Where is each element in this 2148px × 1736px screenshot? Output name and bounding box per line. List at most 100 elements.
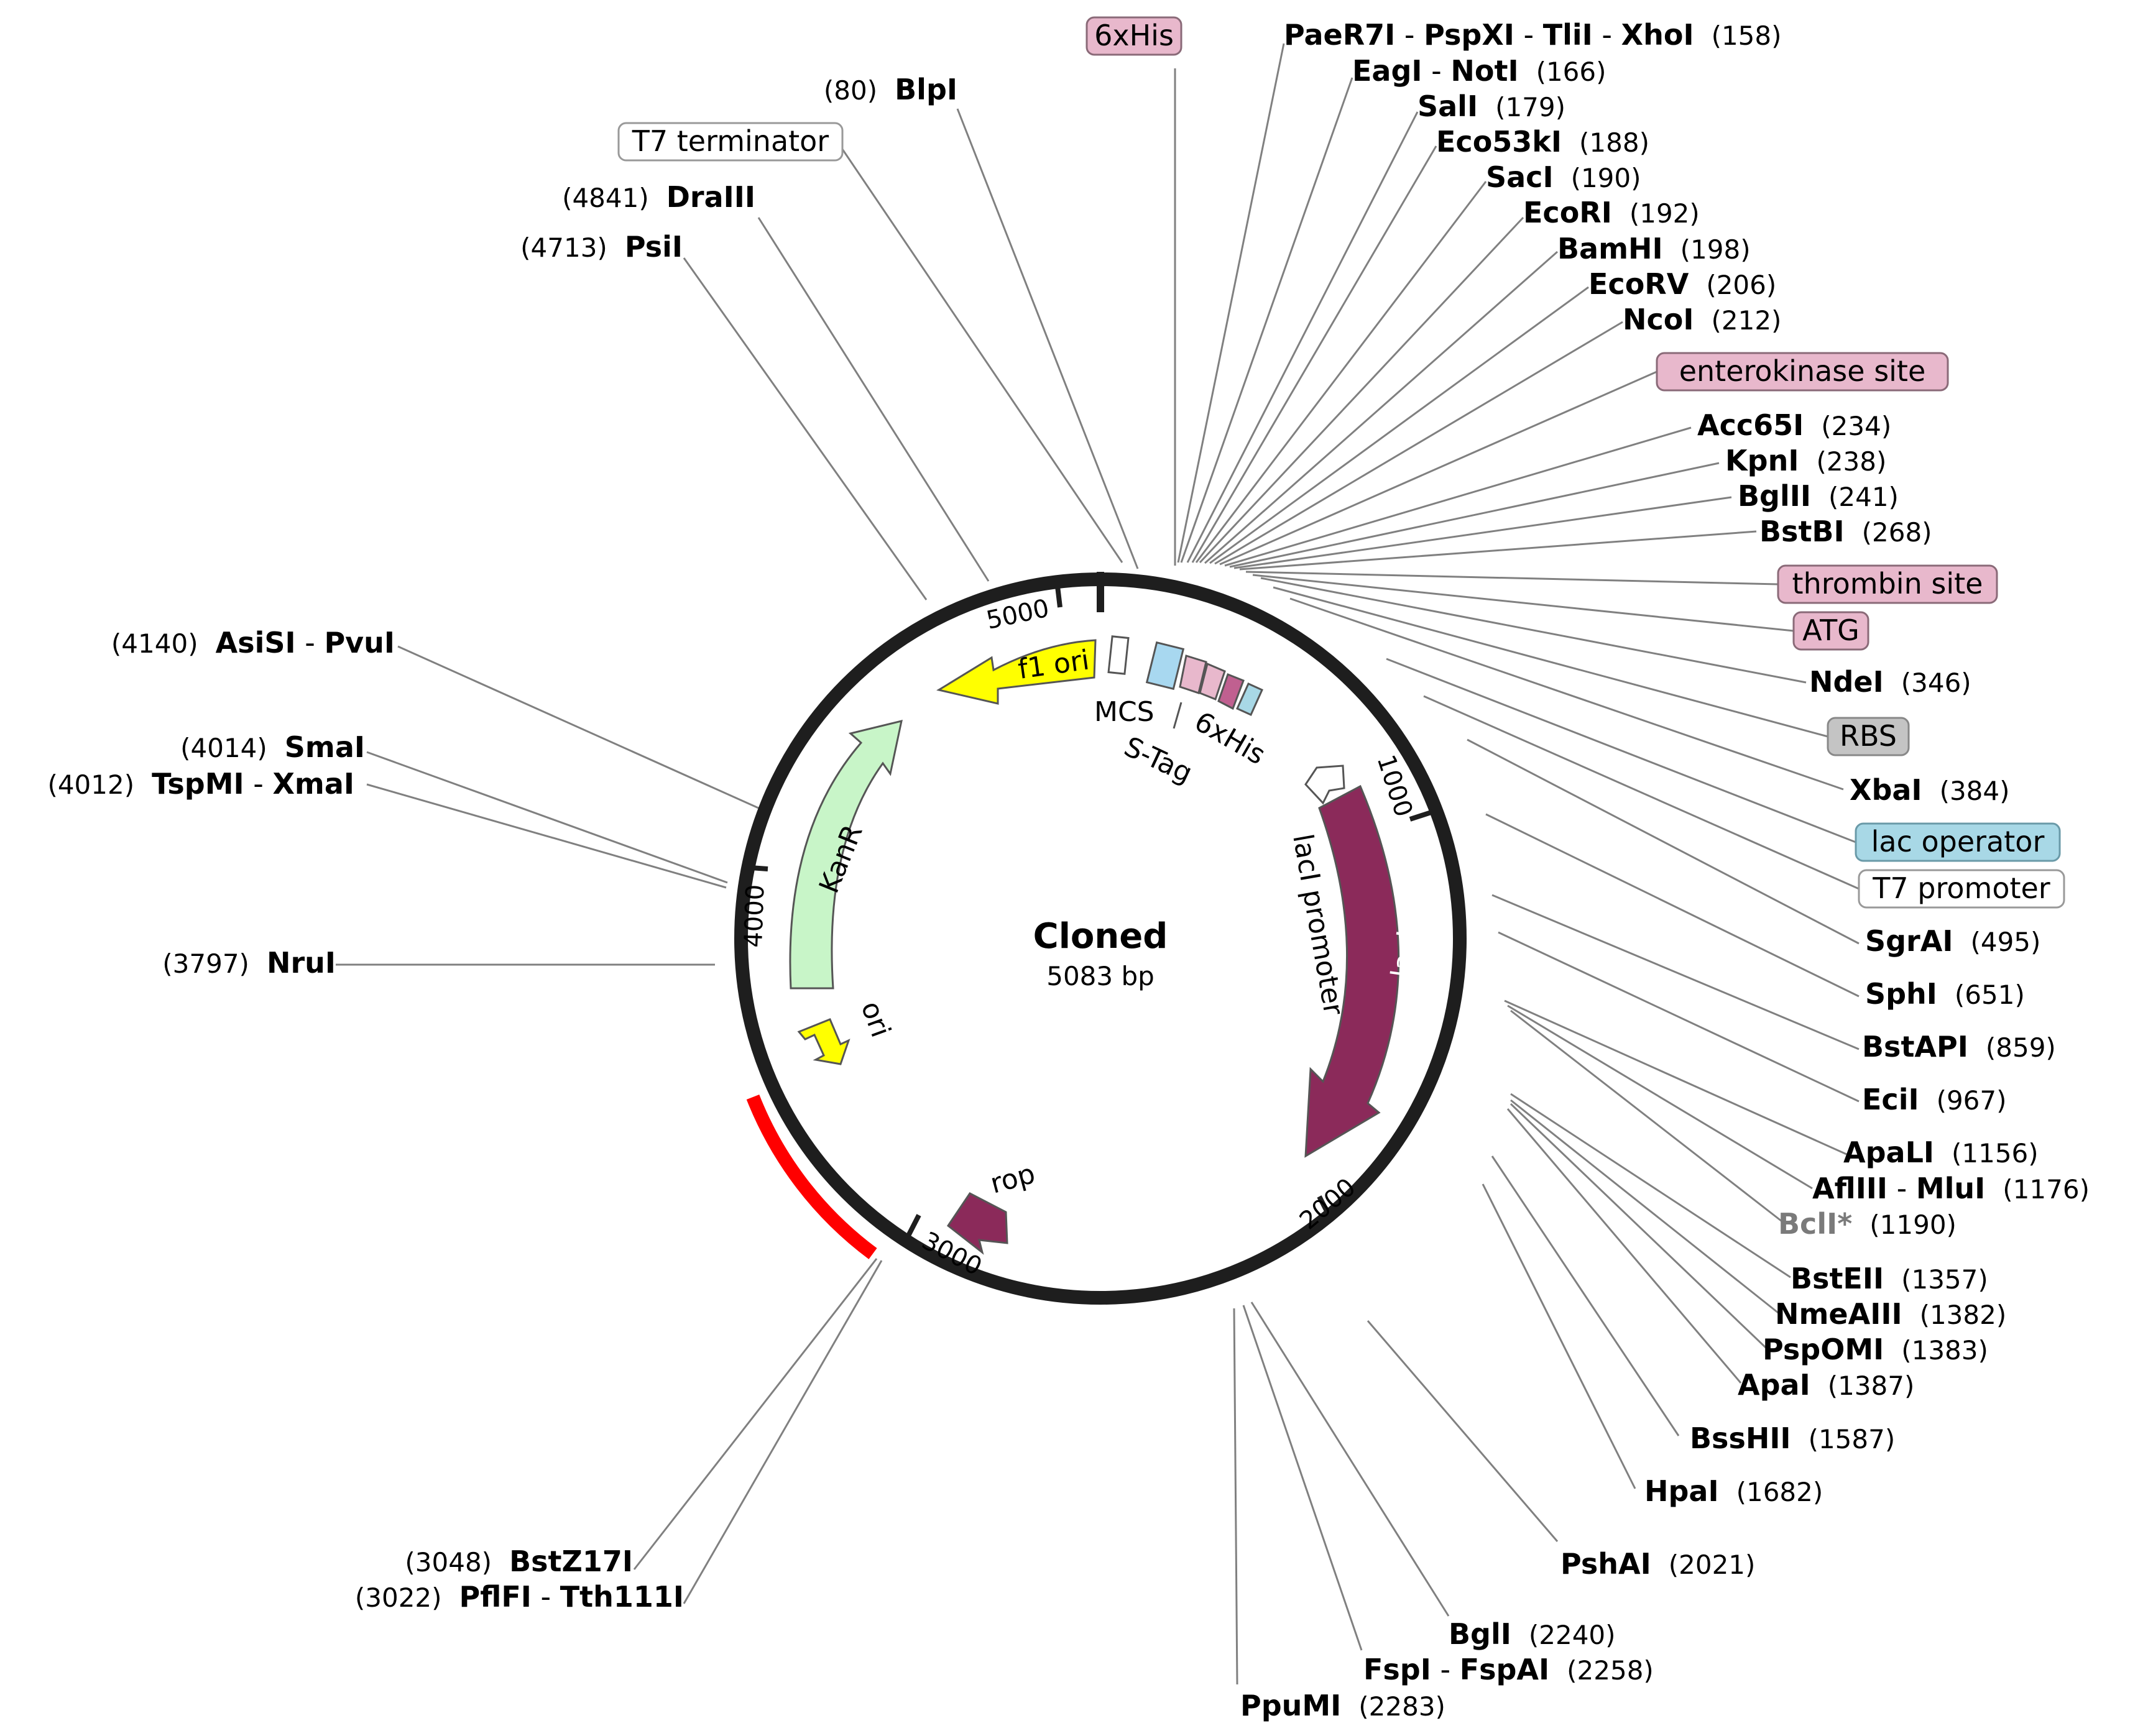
site-label: HpaI (1682)	[1644, 1474, 1823, 1508]
ori-arrow	[797, 1018, 850, 1065]
rbs-label: RBS	[1840, 719, 1897, 753]
site-label: BamHI (198)	[1557, 232, 1751, 265]
stag-label: S-Tag	[1119, 731, 1197, 790]
leader-bcli	[1510, 1009, 1785, 1224]
leader-apali	[1504, 999, 1847, 1155]
site-label: EcoRI (192)	[1523, 196, 1700, 229]
thrombin-box-label	[1777, 564, 1998, 604]
site-label: PaeR7I - PspXI - TliI - XhoI (158)	[1284, 18, 1782, 52]
leader-eagi	[1180, 77, 1353, 563]
site-label: EcoRV (206)	[1588, 267, 1776, 301]
tick-2000	[1317, 1195, 1333, 1219]
his-box-right	[1217, 673, 1245, 710]
site-label: PpuMI (2283)	[1240, 1689, 1445, 1722]
site-label: (3048) BstZ17I	[405, 1545, 633, 1578]
his6-tag-label: 6xHis	[1094, 19, 1174, 52]
atg-box	[1792, 611, 1869, 651]
sites-right: PaeR7I - PspXI - TliI - XhoI (158) EagI -…	[1240, 18, 2090, 1722]
tick-3000	[905, 1214, 921, 1238]
leader-ecorv	[1209, 286, 1589, 564]
highlight-arc	[746, 1094, 877, 1259]
site-label: NmeAIII (1382)	[1775, 1297, 2006, 1331]
leader-fspi	[1242, 1305, 1363, 1651]
tick-1000	[1409, 809, 1436, 822]
enterokinase-label: enterokinase site	[1679, 354, 1926, 388]
site-label: PshAI (2021)	[1560, 1547, 1755, 1581]
leader-t7-promoter	[1423, 695, 1860, 890]
site-label: BstBI (268)	[1759, 515, 1932, 548]
leader-rbs	[1273, 586, 1828, 738]
laci-arrow	[1304, 784, 1400, 1158]
leader-bstbi	[1239, 530, 1757, 571]
leader-bstz17i	[633, 1258, 878, 1570]
site-label: SgrAI (495)	[1865, 924, 2040, 958]
site-label: SalI (179)	[1417, 90, 1565, 123]
site-label: BstEII (1357)	[1791, 1262, 1988, 1295]
leader-bgli	[1250, 1302, 1450, 1617]
site-label: Acc65I (234)	[1697, 408, 1891, 442]
leader-sphi	[1485, 813, 1860, 998]
leader-kpni	[1229, 462, 1720, 568]
leader-blpi	[956, 108, 1139, 569]
leader-sgrai	[1467, 738, 1860, 945]
site-label: NdeI (346)	[1809, 665, 1971, 699]
leader-t7-terminator	[841, 149, 1123, 563]
mcs-box-2	[1199, 662, 1226, 700]
leader-bamhi	[1204, 250, 1558, 564]
site-label: EciI (967)	[1862, 1083, 2007, 1116]
leader-pflfi	[683, 1260, 883, 1604]
enterokinase-box	[1656, 352, 1949, 392]
leader-sali	[1186, 111, 1419, 563]
his-box-left	[1107, 635, 1130, 675]
site-label: FspI - FspAI (2258)	[1363, 1653, 1654, 1686]
lac-operator-box	[1855, 822, 2061, 862]
site-label: BglII (241)	[1738, 479, 1899, 513]
site-label: BclI* (1190)	[1778, 1207, 1957, 1241]
tick-label-4000: 4000	[739, 884, 770, 948]
his6-tag-box	[1086, 16, 1182, 56]
leader-bglii	[1233, 496, 1732, 569]
site-label: XbaI (384)	[1850, 773, 2010, 807]
tick-5000	[1054, 581, 1062, 608]
leader-acc65i	[1224, 426, 1692, 567]
ori-label: ori	[855, 997, 897, 1041]
leader-psii	[683, 257, 928, 600]
site-label: NcoI (212)	[1623, 303, 1781, 336]
site-label: BglI (2240)	[1449, 1617, 1616, 1651]
leader-bsshii	[1491, 1155, 1680, 1436]
site-label: (3797) NruI	[162, 946, 336, 980]
leader-draiii	[757, 217, 990, 582]
leader-hpai	[1482, 1183, 1636, 1489]
mcs-box-1	[1179, 654, 1207, 694]
plasmid-name: Cloned	[1033, 916, 1168, 957]
rbs-box	[1827, 717, 1910, 756]
site-label: (4713) PsiI	[520, 230, 683, 264]
mcs-divider	[1173, 702, 1182, 729]
leader-lac-operator	[1386, 658, 1856, 843]
leader-atg	[1252, 574, 1794, 632]
f1-ori-arrow	[936, 639, 1097, 705]
leader-eco53ki	[1191, 145, 1437, 563]
leader-enterokinase	[1219, 370, 1657, 566]
atg-label: ATG	[1802, 613, 1860, 647]
site-label: PspOMI (1383)	[1763, 1333, 1988, 1366]
sites-left: (80) BlpI (4841) DraIII (4713) PsiI (4140) A…	[47, 73, 957, 1614]
site-label: ApaI (1387)	[1738, 1368, 1914, 1402]
site-label: BstAPI (859)	[1862, 1030, 2056, 1063]
leader-ecii	[1498, 931, 1860, 1103]
leader-apai	[1506, 1108, 1742, 1384]
thrombin-label: thrombin site	[1792, 567, 1983, 600]
leader-ndei	[1260, 577, 1807, 684]
leader-afliii	[1507, 1004, 1813, 1190]
site-label: EagI - NotI (166)	[1352, 54, 1606, 88]
tick-4000	[741, 865, 768, 871]
site-label: (80) BlpI	[824, 73, 957, 106]
site-label: (4140) AsiSI - PvuI	[111, 626, 395, 659]
site-label: (4012) TspMI - XmaI	[47, 767, 354, 801]
t7-promoter-box	[1858, 869, 2065, 909]
leader-thrombin	[1245, 571, 1779, 586]
rop-label: rop	[987, 1158, 1039, 1200]
leader-lines	[336, 43, 1860, 1685]
his-label-inner: 6xHis	[1189, 705, 1271, 771]
leader-paer7i	[1177, 43, 1285, 563]
